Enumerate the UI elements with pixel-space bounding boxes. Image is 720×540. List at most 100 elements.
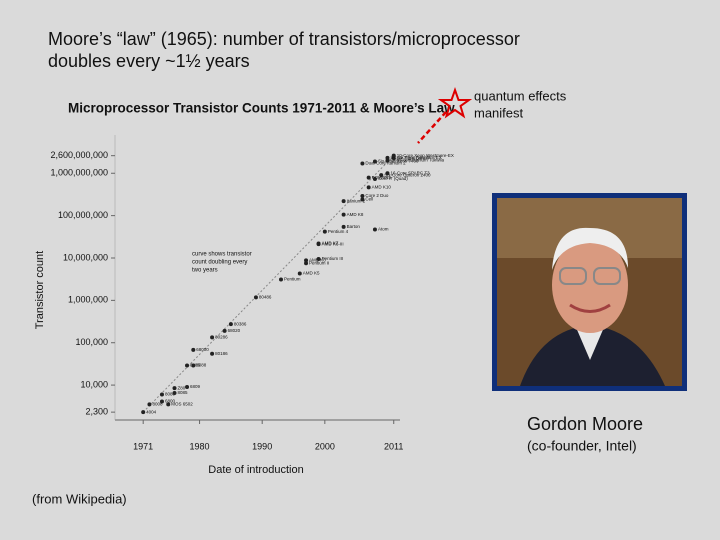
point (372, 159, 377, 164)
point-label: 80486 (259, 295, 272, 300)
point-label: Six-Core Opteron 2400 (384, 172, 431, 177)
x-axis-label: Date of introduction (208, 464, 303, 476)
point (366, 175, 371, 180)
point-label: 6809 (190, 384, 201, 389)
x-tick-label: 1990 (252, 441, 272, 451)
point-label: AMD K8 (347, 212, 364, 217)
point (172, 386, 177, 391)
point (297, 271, 302, 276)
point (385, 155, 390, 160)
y-tick-label: 2,300 (85, 407, 108, 417)
point (185, 363, 190, 368)
point-label: MOS 6502 (171, 402, 193, 407)
y-axis-label: Transistor count (34, 251, 46, 329)
y-tick-label: 10,000,000 (63, 252, 108, 262)
point-label: AMD K7 (322, 241, 339, 246)
y-tick-label: 1,000,000,000 (50, 168, 108, 178)
point (222, 328, 227, 333)
point (316, 241, 321, 246)
point-label: Itanium 2 (347, 198, 366, 203)
point (322, 229, 327, 234)
point-label: Dual-Core Itanium 2 (365, 161, 406, 166)
chart-title: Microprocessor Transistor Counts 1971-20… (68, 101, 455, 116)
point-label: Core i7 (Quad) (378, 176, 408, 181)
point (185, 385, 190, 390)
point-label: 68000 (196, 347, 209, 352)
point (191, 347, 196, 352)
point-label: AMD K5 (303, 271, 320, 276)
point-label: Core 2 Duo (365, 193, 389, 198)
point (372, 227, 377, 232)
point-label: Z80 (178, 385, 186, 390)
point (360, 197, 365, 202)
point-label: Six-Core Xeon 7400 (378, 159, 419, 164)
point-label: 8088 (196, 363, 207, 368)
y-tick-label: 100,000,000 (58, 210, 108, 220)
point-label: AMD K10 (372, 185, 392, 190)
point-label: Pentium III (322, 256, 344, 261)
point (159, 392, 164, 397)
point-label: AMD K6-III (322, 241, 344, 246)
point (385, 171, 390, 176)
point-label: 8-core Xeon Nehalem-EX (390, 155, 441, 160)
point (391, 153, 396, 158)
star (437, 86, 473, 119)
y-tick-label: 10,000 (80, 379, 108, 389)
point (304, 261, 309, 266)
point (341, 224, 346, 229)
point (141, 410, 146, 415)
x-tick-label: 2011 (384, 441, 403, 451)
point-label: Pentium II (309, 260, 329, 265)
annotation: count doubling every (192, 260, 247, 266)
point (379, 173, 384, 178)
point (191, 363, 196, 368)
point (360, 161, 365, 166)
point-label: 8085 (178, 390, 189, 395)
slide-title: Moore’s “law” (1965): number of transist… (48, 29, 520, 49)
point (159, 399, 164, 404)
point (210, 335, 215, 340)
point-label: POWER6 (372, 175, 392, 180)
annotation: curve shows transistor (192, 252, 252, 258)
point (316, 256, 321, 261)
caption-name: Gordon Moore (527, 414, 643, 434)
point (228, 322, 233, 327)
point (166, 402, 171, 407)
note: quantum effects (474, 88, 567, 103)
point-label: Six-Core Core i7 (397, 155, 431, 160)
point (366, 185, 371, 190)
point (372, 177, 377, 182)
point (147, 402, 152, 407)
point-label: Atom (378, 227, 389, 232)
point-label: 80186 (215, 351, 228, 356)
point-label: 16-Core SPARC T3 (390, 170, 430, 175)
point-label: Pentium 4 (328, 229, 349, 234)
point-label: 80286 (215, 335, 228, 340)
point-label: Pentium (284, 277, 301, 282)
point (360, 193, 365, 198)
point-label: 4004 (146, 409, 157, 414)
note: manifest (474, 105, 524, 120)
point-label: 8080 (165, 392, 176, 397)
point (210, 351, 215, 356)
point (278, 277, 283, 282)
caption-role: (co-founder, Intel) (527, 438, 637, 454)
point-label: Cell (365, 197, 373, 202)
point-label: 8008 (152, 402, 163, 407)
trend-line (142, 155, 395, 413)
y-tick-label: 100,000 (75, 337, 108, 347)
y-tick-label: 1,000,000 (68, 295, 108, 305)
point (172, 391, 177, 396)
point-label: 68020 (228, 328, 241, 333)
point (341, 212, 346, 217)
photo (492, 193, 687, 391)
x-tick-label: 1980 (190, 441, 210, 451)
point (304, 258, 309, 263)
dashed-arrow (417, 111, 447, 144)
point-label: 6800 (165, 399, 176, 404)
x-tick-label: 1971 (133, 441, 153, 451)
point-label: Quad-core Itanium Tukwila (390, 158, 444, 163)
point (253, 295, 258, 300)
slide-title: doubles every ~1½ years (48, 51, 250, 71)
